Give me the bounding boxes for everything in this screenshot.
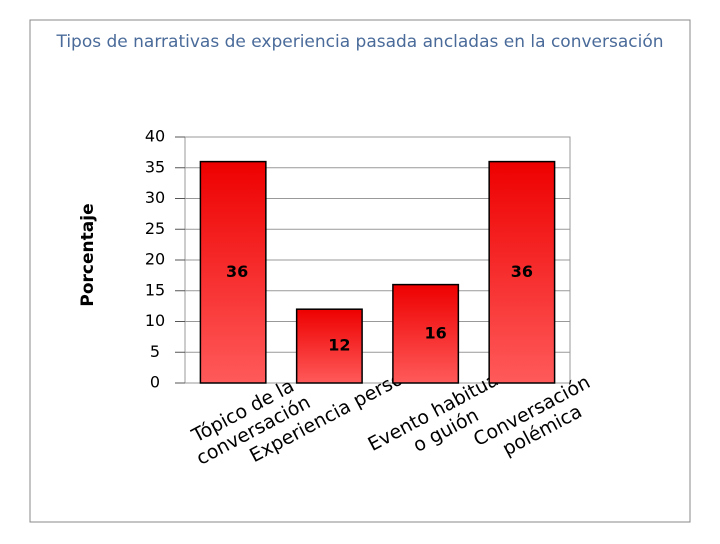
y-tick-label: 5 <box>150 342 160 361</box>
data-label: 36 <box>226 262 248 281</box>
chart-title: Tipos de narrativas de experiencia pasad… <box>55 32 663 52</box>
frame <box>29 19 691 523</box>
x-tick-label: Tópico de laconversación <box>182 371 314 469</box>
y-tick-label: 40 <box>145 127 165 146</box>
y-tick-label: 30 <box>145 188 165 207</box>
data-label: 12 <box>328 336 350 355</box>
data-label: 16 <box>424 323 446 342</box>
bar <box>199 160 267 384</box>
y-tick-label: 15 <box>145 280 165 299</box>
bar <box>488 160 556 384</box>
y-tick-label: 35 <box>145 157 165 176</box>
y-tick-label: 10 <box>145 311 165 330</box>
bar <box>392 283 460 384</box>
bar <box>295 308 363 384</box>
y-tick-label: 25 <box>145 219 165 238</box>
x-tick-label-group: Tópico de laconversación <box>182 371 314 470</box>
data-label: 36 <box>511 262 533 281</box>
y-tick-label: 20 <box>145 250 165 269</box>
y-tick-label: 0 <box>150 373 160 392</box>
y-axis-label: Porcentaje <box>78 203 98 306</box>
